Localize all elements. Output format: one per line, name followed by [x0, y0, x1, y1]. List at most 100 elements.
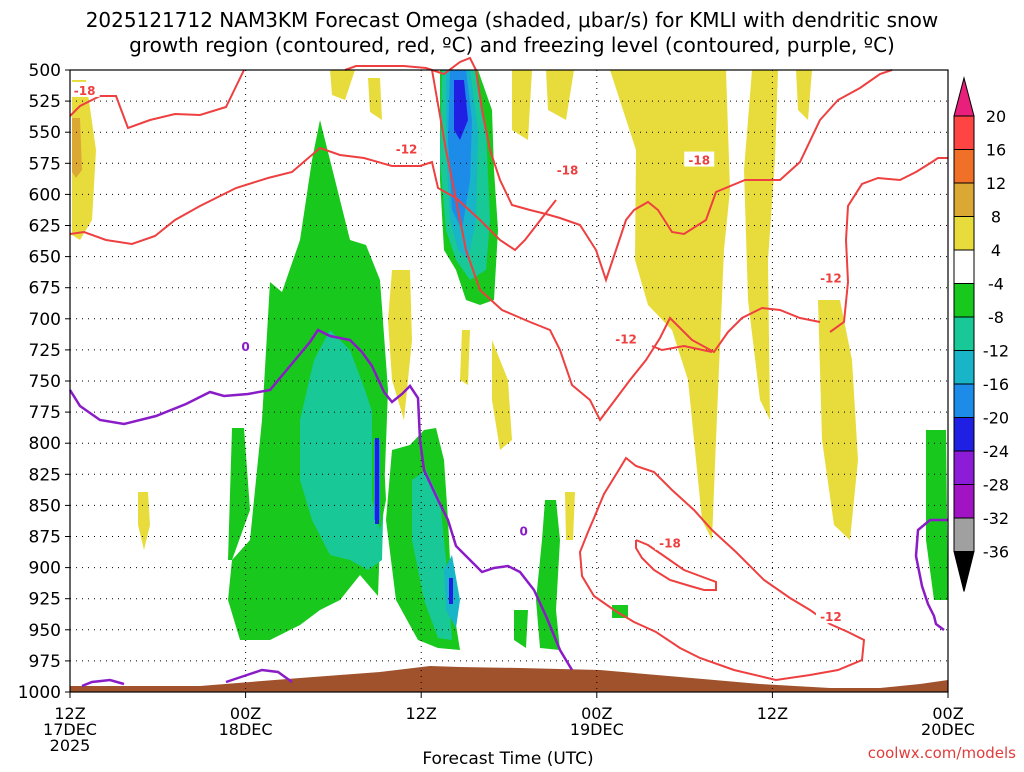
- colorbar-top-extend: [953, 76, 975, 117]
- omega-region-9: [512, 70, 532, 140]
- omega-region-10: [546, 70, 574, 120]
- dgz-label-bg-8: [815, 608, 846, 624]
- omega-region-3: [138, 492, 150, 550]
- contours: -18 -12 -18 -18 -12 -12 -18 -12 0 0: [68, 56, 948, 688]
- colorbar-label-8: -12: [983, 342, 1009, 361]
- dgz-label-bg-6: [611, 330, 642, 346]
- y-tick-label-14: 825: [29, 465, 61, 485]
- freezing-label-2: 0: [519, 524, 527, 538]
- colorbar-bin-13: [953, 517, 975, 552]
- y-tick-label-18: 925: [29, 590, 61, 610]
- colorbar-label-3: 12: [986, 174, 1006, 193]
- dgz-label-bg-5: [815, 269, 846, 285]
- omega-region-7: [460, 330, 470, 385]
- y-tick-label-9: 700: [29, 310, 61, 330]
- y-axis-ticks: 500 525 550 575 600 625 650 675 700 725 750 775 800 8…: [18, 61, 70, 703]
- y-tick-label-13: 800: [29, 434, 61, 454]
- colorbar-label-5: 4: [991, 241, 1001, 260]
- colorbar-label-12: -28: [983, 476, 1009, 495]
- x-tick-label-1-3: 2025: [50, 736, 91, 755]
- grid-lines: [69, 69, 949, 693]
- omega-region-8: [492, 340, 512, 450]
- x-tick-label-1-1: 12Z: [54, 704, 85, 723]
- colorbar-label-4: 8: [991, 208, 1001, 227]
- colorbar-bottom-extend: [953, 551, 975, 592]
- dgz-contour-5: [651, 344, 713, 353]
- y-tick-label-19: 950: [29, 621, 61, 641]
- y-tick-label-10: 725: [29, 341, 61, 361]
- dgz-label-7: -18: [659, 537, 681, 551]
- x-tick-label-5-1: 12Z: [757, 704, 788, 723]
- dgz-label-6: -12: [615, 333, 637, 347]
- terrain-surface: [70, 666, 948, 692]
- colorbar-label-7: -8: [988, 308, 1004, 327]
- y-tick-label-1: 500: [29, 61, 61, 81]
- x-tick-label-3-1: 12Z: [406, 704, 437, 723]
- omega-region-30: [514, 610, 528, 648]
- y-tick-label-3: 550: [29, 123, 61, 143]
- dgz-contour-2: [69, 146, 557, 252]
- y-tick-label-21: 1000: [18, 683, 61, 703]
- colorbar-bin-8: [953, 350, 975, 385]
- omega-region-20: [412, 470, 452, 640]
- y-tick-label-11: 750: [29, 372, 61, 392]
- omega-shading: [72, 70, 948, 650]
- dgz-contour-4: [431, 69, 821, 422]
- x-tick-label-6-1: 00Z: [932, 704, 963, 723]
- omega-region-14: [796, 70, 812, 120]
- colorbar-bin-10: [953, 417, 975, 452]
- dgz-label-2: -12: [396, 142, 418, 156]
- dgz-label-4: -18: [688, 154, 710, 168]
- colorbar-bin-2: [953, 149, 975, 184]
- colorbar-bin-6: [953, 283, 975, 318]
- dgz-label-5: -12: [820, 272, 842, 286]
- x-tick-label-4-2: 19DEC: [570, 720, 624, 739]
- y-tick-label-17: 900: [29, 559, 61, 579]
- colorbar-bin-3: [953, 182, 975, 217]
- dgz-contour-8: [635, 539, 717, 591]
- dgz-label-1: -18: [74, 84, 96, 98]
- colorbar-label-10: -20: [983, 409, 1009, 428]
- omega-region-15: [818, 300, 858, 540]
- x-axis-label: Forecast Time (UTC): [422, 749, 593, 768]
- dgz-label-8: -12: [820, 610, 842, 624]
- x-tick-label-4-1: 00Z: [581, 704, 612, 723]
- colorbar-label-9: -16: [983, 375, 1009, 394]
- y-tick-label-7: 650: [29, 248, 61, 268]
- colorbar-label-13: -32: [983, 509, 1009, 528]
- colorbar-bin-9: [953, 383, 975, 418]
- y-tick-label-4: 575: [29, 154, 61, 174]
- y-tick-label-20: 975: [29, 652, 61, 672]
- colorbar-label-2: 16: [986, 141, 1006, 160]
- freezing-contour-3: [225, 668, 293, 684]
- x-tick-label-2-2: 18DEC: [219, 720, 273, 739]
- colorbar-label-14: -36: [983, 543, 1009, 562]
- colorbar-label-11: -24: [983, 442, 1009, 461]
- colorbar-bin-11: [953, 450, 975, 485]
- dgz-contour-1: [69, 69, 245, 130]
- freezing-label-bg-2: [516, 522, 531, 538]
- freezing-contour-4: [914, 518, 948, 631]
- dgz-label-bg-4: [684, 151, 715, 167]
- chart-title-line-1: 2025121712 NAM3KM Forecast Omega (shaded…: [86, 8, 939, 32]
- omega-region-26: [454, 80, 468, 140]
- x-tick-label-6-2: 20DEC: [921, 720, 975, 739]
- omega-region-13: [744, 70, 778, 420]
- omega-region-12: [610, 70, 730, 540]
- colorbar-bin-5: [953, 249, 975, 284]
- dgz-label-3: -18: [557, 164, 579, 178]
- x-tick-label-2-1: 00Z: [230, 704, 261, 723]
- credit-text: coolwx.com/models: [868, 744, 1016, 762]
- y-tick-label-5: 600: [29, 185, 61, 205]
- omega-region-11: [565, 492, 575, 540]
- dgz-contour-6: [829, 157, 948, 333]
- colorbar-label-1: 20: [986, 107, 1006, 126]
- omega-region-32: [926, 430, 948, 600]
- y-tick-label-15: 850: [29, 496, 61, 516]
- chart-title-line-2: growth region (contoured, red, ºC) and f…: [129, 33, 895, 57]
- freezing-contour-1: [68, 328, 574, 671]
- omega-region-18: [300, 330, 384, 570]
- terrain-fill: [70, 666, 948, 692]
